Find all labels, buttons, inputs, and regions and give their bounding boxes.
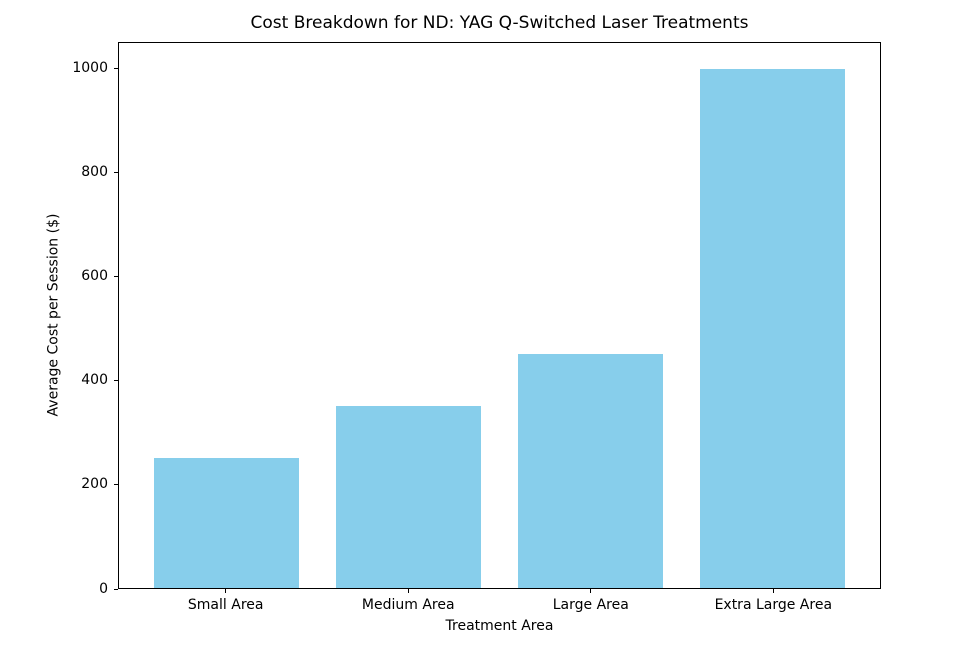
y-tick-label: 600 <box>81 267 108 284</box>
y-tick-label: 400 <box>81 372 108 389</box>
x-tick-label: Small Area <box>187 597 264 613</box>
bars-layer <box>119 43 880 588</box>
y-tick-mark <box>114 275 118 277</box>
x-tick-mark <box>772 589 774 593</box>
x-tick-label: Medium Area <box>361 597 455 613</box>
bar-small-area <box>153 458 300 588</box>
bar-medium-area <box>335 406 482 588</box>
y-tick-mark <box>114 484 118 486</box>
x-tick-mark <box>407 589 409 593</box>
x-tick-label: Extra Large Area <box>714 597 833 613</box>
plot-area <box>118 42 881 589</box>
y-tick-mark <box>114 171 118 173</box>
x-axis-label: Treatment Area <box>445 618 554 634</box>
x-tick-mark <box>225 589 227 593</box>
y-tick-label: 200 <box>81 476 108 493</box>
chart-title: Cost Breakdown for ND: YAG Q-Switched La… <box>250 13 749 33</box>
y-tick-label: 0 <box>99 580 108 597</box>
x-tick-label: Large Area <box>552 597 629 613</box>
x-tick-mark <box>590 589 592 593</box>
y-tick-mark <box>114 380 118 382</box>
y-tick-label: 800 <box>81 163 108 180</box>
bar-extra-large-area <box>699 68 846 588</box>
bar-large-area <box>517 354 664 588</box>
y-tick-mark <box>114 67 118 69</box>
y-tick-mark <box>114 588 118 590</box>
y-tick-label: 1000 <box>72 59 108 76</box>
